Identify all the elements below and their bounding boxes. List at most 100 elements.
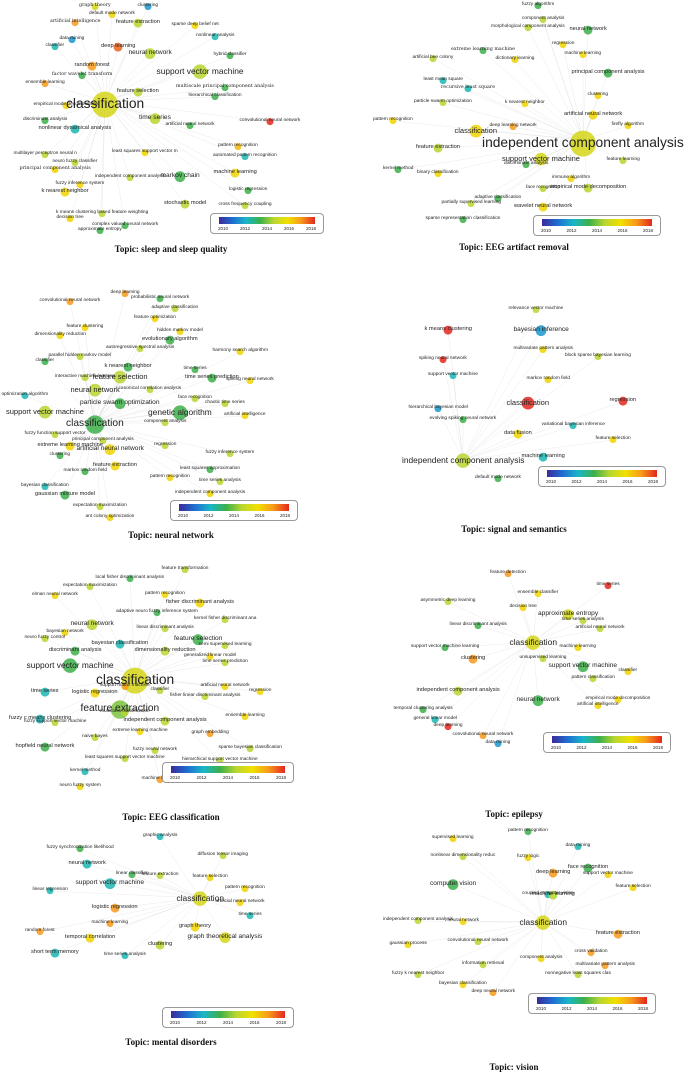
link-line [442, 102, 584, 141]
link-line [532, 641, 539, 701]
link-line [472, 641, 534, 660]
node-nonnegative-least-squares-clas [574, 971, 582, 979]
node-partially-supervised-learning [467, 200, 475, 208]
legend-gradient-bar [171, 1011, 285, 1018]
node-independent-component-analysis [414, 917, 422, 925]
term-cross-frequency-coupling: cross frequency coupling [218, 202, 272, 207]
node-evolutionary-algorithm [165, 335, 175, 345]
term-sparse-representation-classification: sparse representation classification [425, 216, 501, 221]
term-feature-detection: feature detection [490, 570, 526, 575]
node-fuzzy-inference-system [226, 450, 234, 458]
link-line [542, 921, 619, 935]
node-neural-network [144, 48, 156, 60]
legend-tick-2012: 2012 [239, 226, 251, 231]
node-fuzzy-k-nearest-neighbor [414, 971, 422, 979]
legend-tick-2012: 2012 [196, 1020, 207, 1025]
term-artificial-bee-colony: artificial bee colony [412, 55, 454, 60]
link-line [159, 897, 201, 946]
term-naive-bayes: naive bayes [82, 734, 108, 739]
link-line [84, 676, 136, 773]
term-deep-learning: deep learning [101, 43, 136, 49]
node-support-vector-machine-learning [441, 644, 449, 652]
legend-tick-2012: 2012 [566, 228, 577, 233]
link-line [532, 641, 584, 667]
term-kernel-method: kernel method [70, 768, 101, 773]
node-neuro-fuzzy-control [41, 635, 49, 643]
node-neuro-fuzzy-system [76, 783, 84, 791]
node-time-series-analysis [121, 952, 129, 960]
node-principal-component-analysis [51, 166, 59, 174]
node-decision-tree [519, 604, 527, 612]
panel-neural-network: deep learning convolutional neural networ… [0, 283, 342, 551]
term-independent-component-analysis: independent component analysis [175, 490, 246, 495]
term-fuzzy-inference-system: fuzzy inference system [55, 181, 105, 186]
term-principal-component-analysis: principal component analysis [72, 437, 134, 442]
node-clustering [594, 92, 602, 100]
term-independent-component-analysis: independent component analysis [95, 174, 166, 179]
node-clustering [468, 654, 478, 664]
term-graph-theory: graph theory [179, 923, 211, 929]
node-k-means-clustering [443, 325, 453, 335]
node-principal-component-analysis [99, 437, 107, 445]
caption-eeg-artifact-removal: Topic: EEG artifact removal [459, 242, 569, 252]
node-classification [469, 124, 483, 138]
term-hopfield-neural-network: hopfield neural network [15, 743, 75, 749]
node-artificial-intelligence [594, 702, 602, 710]
term-time-series: time series [238, 912, 262, 917]
term-bayesian-inference: bayesian inference [513, 326, 569, 333]
term-regression: regression [552, 41, 575, 46]
node-temporal-clustering-analysis [419, 706, 427, 714]
node-artificial-bee-colony [429, 55, 437, 63]
link-line [462, 309, 537, 461]
term-nonlinear-analysis: nonlinear analysis [196, 33, 235, 38]
link-line [532, 613, 569, 643]
term-artificial-intelligence: artificial intelligence [50, 19, 101, 24]
link-line [482, 921, 544, 966]
node-semi-supervised-learning [221, 642, 229, 650]
term-artificial-intelligence: artificial intelligence [577, 702, 619, 707]
term-parallel-hidden-markov-model: parallel hidden markov model [48, 353, 112, 358]
legend-tick-2012: 2012 [576, 745, 587, 750]
node-cross-frequency-coupling [241, 202, 249, 210]
link-line [532, 641, 629, 673]
term-feature-extraction: feature extraction [116, 19, 160, 25]
node-artificial-neural-network [236, 899, 244, 907]
term-spiking-neural-network: spiking neural network [226, 377, 274, 382]
legend-tick-2016: 2016 [249, 775, 260, 780]
link-line [514, 59, 584, 141]
legend-tick-2016: 2016 [622, 479, 633, 484]
term-component-analysis: component analysis [520, 955, 563, 960]
link-line [131, 874, 201, 899]
node-linear-discriminant-analysis [474, 622, 482, 630]
legend-tick-2016: 2016 [617, 228, 628, 233]
term-machine-learning: machine learning [91, 920, 129, 925]
term-feature-extraction: feature extraction [596, 930, 640, 936]
term-logistic-regression: logistic regression [92, 904, 138, 910]
link-line [49, 890, 201, 899]
node-graph-theory [190, 922, 200, 932]
term-asymmetric-deep-learning: asymmetric deep learning [420, 598, 476, 603]
link-line [104, 52, 151, 102]
node-graph-theory [91, 3, 99, 11]
node-support-vector-machine [38, 405, 52, 419]
node-stochastic-model [180, 199, 190, 209]
term-support-vector-machine: support vector machine [6, 407, 84, 416]
node-support-vector-machine [577, 661, 589, 673]
term-bayesian-network: bayesian network [46, 629, 84, 634]
node-adaptive-neuro-fuzzy-inference-system [153, 609, 161, 617]
legend-gradient-bar [547, 470, 657, 477]
caption-mental-disorders: Topic: mental disorders [125, 1037, 217, 1047]
term-least-squares-support-vector-m: least squares support vector m [112, 149, 178, 154]
term-kernel-method: kernel method [383, 166, 414, 171]
node-extreme-learning-machine [136, 728, 144, 736]
node-time-series-prediction [221, 659, 229, 667]
link-line [134, 676, 221, 762]
term-fuzzy-c-means-clustering: fuzzy c means clustering [9, 715, 72, 721]
node-independent-component-analysis [126, 174, 134, 182]
legend-tick-2010: 2010 [169, 775, 181, 780]
term-artificial-neural-network: artificial neural network [200, 683, 250, 688]
node-parallel-hidden-markov-model [76, 353, 84, 361]
node-generalized-linear-model [206, 653, 214, 661]
term-feature-selection: feature selection [92, 372, 148, 381]
link-line [44, 361, 96, 424]
